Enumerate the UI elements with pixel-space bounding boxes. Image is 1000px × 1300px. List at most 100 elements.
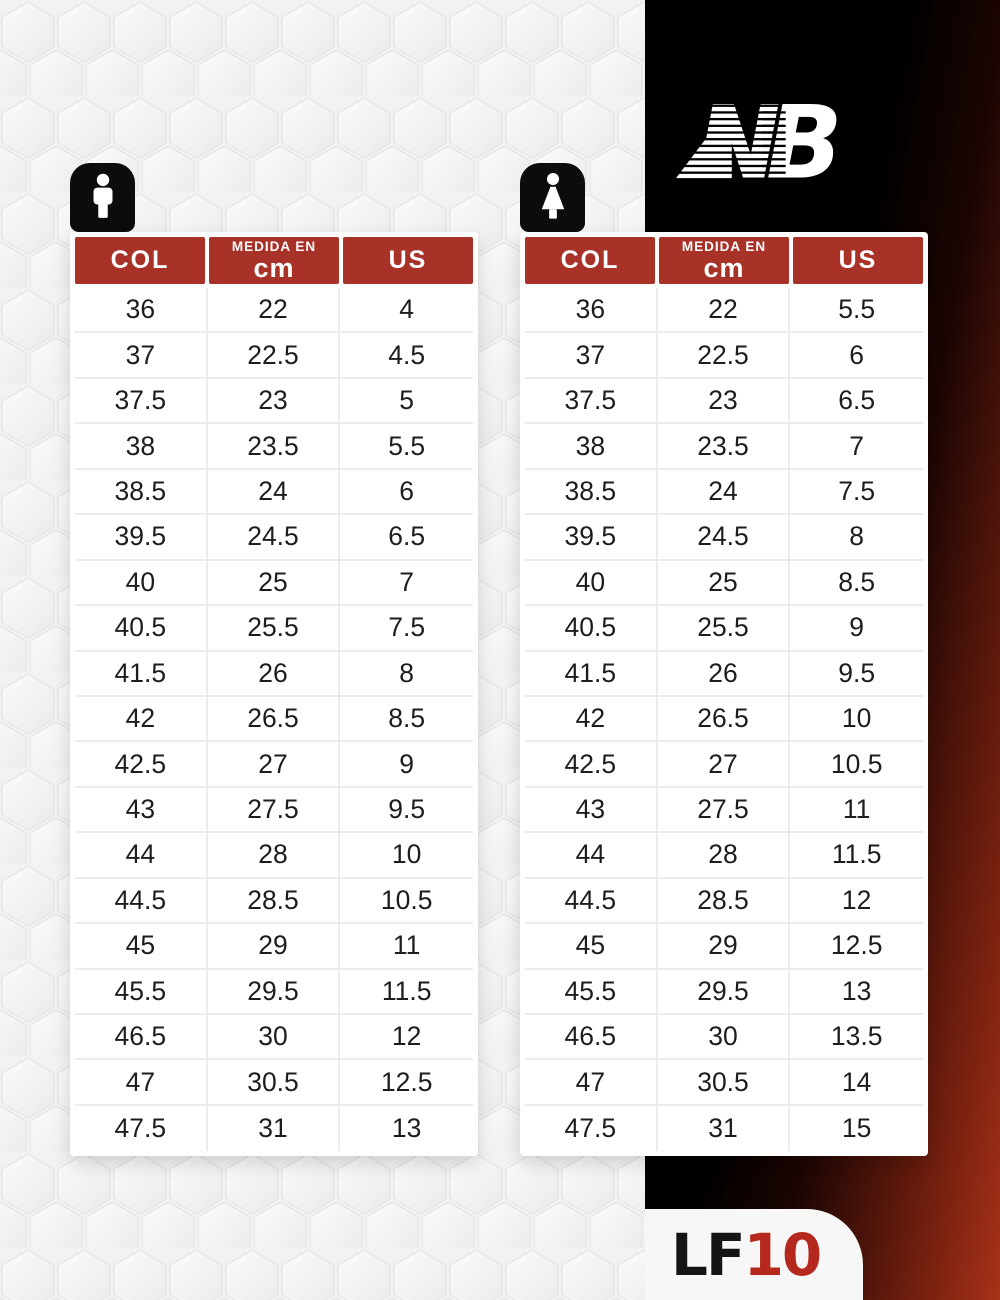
table-header: COL MEDIDA EN cm US (525, 237, 923, 284)
size-cell: 6.5 (790, 379, 923, 425)
table-header: COL MEDIDA EN cm US (75, 237, 473, 284)
size-cell: 23.5 (207, 424, 341, 470)
size-cell: 15 (841, 1113, 872, 1144)
size-cell: 39.5 (525, 515, 658, 561)
size-cell: 26 (657, 651, 791, 697)
size-cell: 6.5 (340, 515, 473, 561)
size-cell: 25.5 (657, 606, 791, 652)
size-cell: 30.5 (207, 1060, 341, 1106)
size-cell: 42.5 (75, 742, 208, 788)
size-cell: 41.5 (75, 651, 208, 697)
table-body: 36 22 4 37 22.5 4.5 37.5 23 5 38 23.5 5.5 38.5 24 6 39.… (75, 288, 473, 1152)
size-cell: 24 (207, 469, 341, 516)
size-cell: 36 (75, 288, 208, 334)
size-cell: 45 (75, 924, 208, 970)
size-cell: 30 (207, 1015, 341, 1061)
size-cell: 46.5 (75, 1015, 208, 1061)
size-cell: 11 (340, 924, 473, 970)
size-cell: 44 (75, 833, 208, 879)
cm-header-unit: cm (253, 252, 295, 283)
size-cell: 8 (340, 652, 473, 697)
size-cell: 46.5 (525, 1015, 658, 1061)
size-cell: 29.5 (207, 969, 341, 1015)
size-cell: 25 (207, 560, 341, 607)
size-cell: 10.5 (790, 742, 923, 788)
size-cell: 9.5 (340, 788, 473, 834)
women-size-table: COL MEDIDA EN cm US 36 22 5.5 37 22.5 6 37.5 23… (520, 163, 928, 1157)
size-cell: 40.5 (525, 606, 658, 652)
size-cell: 13 (790, 970, 923, 1015)
size-cell: 24.5 (657, 515, 791, 561)
size-cell: 5 (340, 379, 473, 425)
us-header: US (343, 237, 473, 284)
size-cell: 12.5 (790, 924, 923, 970)
size-cell: 27.5 (207, 787, 341, 834)
woman-icon (520, 163, 585, 232)
size-cell: 27 (657, 742, 791, 788)
size-cell: 12 (340, 1015, 473, 1061)
size-cell: 30 (657, 1015, 791, 1061)
size-cell: 9 (340, 742, 473, 788)
size-cell: 6 (340, 470, 473, 516)
cm-header: MEDIDA EN cm (659, 237, 789, 284)
size-cell: 29 (207, 924, 341, 970)
lf10-logo-card: LF10 (645, 1209, 863, 1300)
size-cell: 28.5 (657, 878, 791, 925)
size-cell: 6 (790, 333, 923, 379)
size-table-frame: COL MEDIDA EN cm US 36 22 4 3 7 22.5 4.5 37.5 23… (70, 232, 478, 1157)
size-cell: 44.5 (525, 878, 658, 925)
size-cell: 37 (525, 333, 658, 379)
col-header: COL (75, 237, 205, 284)
men-size-table: COL MEDIDA EN cm US 36 22 4 3 7 22.5 4.5 37.5 23… (70, 163, 478, 1157)
size-cell: 38.5 (525, 469, 658, 516)
size-cell: 26.5 (657, 696, 791, 743)
size-cell: 27.5 (657, 787, 791, 834)
lf10-logo: LF10 (671, 1226, 822, 1284)
size-cell: 28 (657, 833, 791, 879)
col-header: COL (525, 237, 655, 284)
size-cell: 47.5 (525, 1105, 658, 1152)
size-cell: 8.5 (340, 697, 473, 743)
size-cell: 24.5 (207, 515, 341, 561)
size-cell: 7.5 (340, 606, 473, 652)
size-cell: 37.5 (75, 378, 208, 425)
size-cell: 31 (208, 1105, 341, 1152)
size-cell: 13.5 (790, 1015, 923, 1061)
size-cell: 4.5 (340, 333, 473, 379)
us-header: US (793, 237, 923, 284)
size-cell: 23 (207, 378, 341, 425)
size-cell: 30.5 (657, 1060, 791, 1106)
size-cell: 45.5 (525, 969, 658, 1015)
size-cell: 7 (340, 561, 473, 607)
size-cell: 45.5 (75, 969, 208, 1015)
b-stripe-cuts (762, 111, 786, 174)
size-cell: 37 (75, 333, 208, 379)
size-cell: 43 (75, 787, 208, 834)
size-cell: 5.5 (340, 424, 473, 470)
size-cell: 42 (525, 696, 658, 743)
table-body: 36 22 5.5 37 22.5 6 37.5 23 6.5 38 23.5 7 38.5 24 7.5 3… (525, 288, 923, 1152)
size-cell: 10 (790, 697, 923, 743)
size-cell: 43 (525, 787, 658, 834)
size-cell: 47 (525, 1060, 658, 1106)
size-cell: 8.5 (790, 561, 923, 607)
size-table-frame: COL MEDIDA EN cm US 36 22 5.5 37 22.5 6 37.5 23… (520, 232, 928, 1157)
size-cell: 22.5 (207, 333, 341, 379)
woman-pictogram (541, 172, 564, 219)
size-cell: 38 (525, 424, 658, 470)
size-cell: 29 (657, 924, 791, 970)
cm-header-label: MEDIDA EN (231, 239, 317, 255)
size-cell: 7.5 (790, 470, 923, 516)
size-cell: 22 (657, 288, 791, 334)
size-cell: 11.5 (790, 833, 923, 879)
size-cell: 31 (658, 1105, 791, 1152)
size-cell: 26.5 (207, 696, 341, 743)
size-cell: 13 (391, 1113, 422, 1144)
size-cell: 40 (525, 560, 658, 607)
size-cell: 28 (207, 833, 341, 879)
size-cell: 7 (790, 424, 923, 470)
size-cell: 22 (207, 288, 341, 334)
size-cell: 25 (657, 560, 791, 607)
lf10-logo-black-part: LF (671, 1220, 746, 1289)
cm-header-unit: cm (703, 252, 745, 283)
